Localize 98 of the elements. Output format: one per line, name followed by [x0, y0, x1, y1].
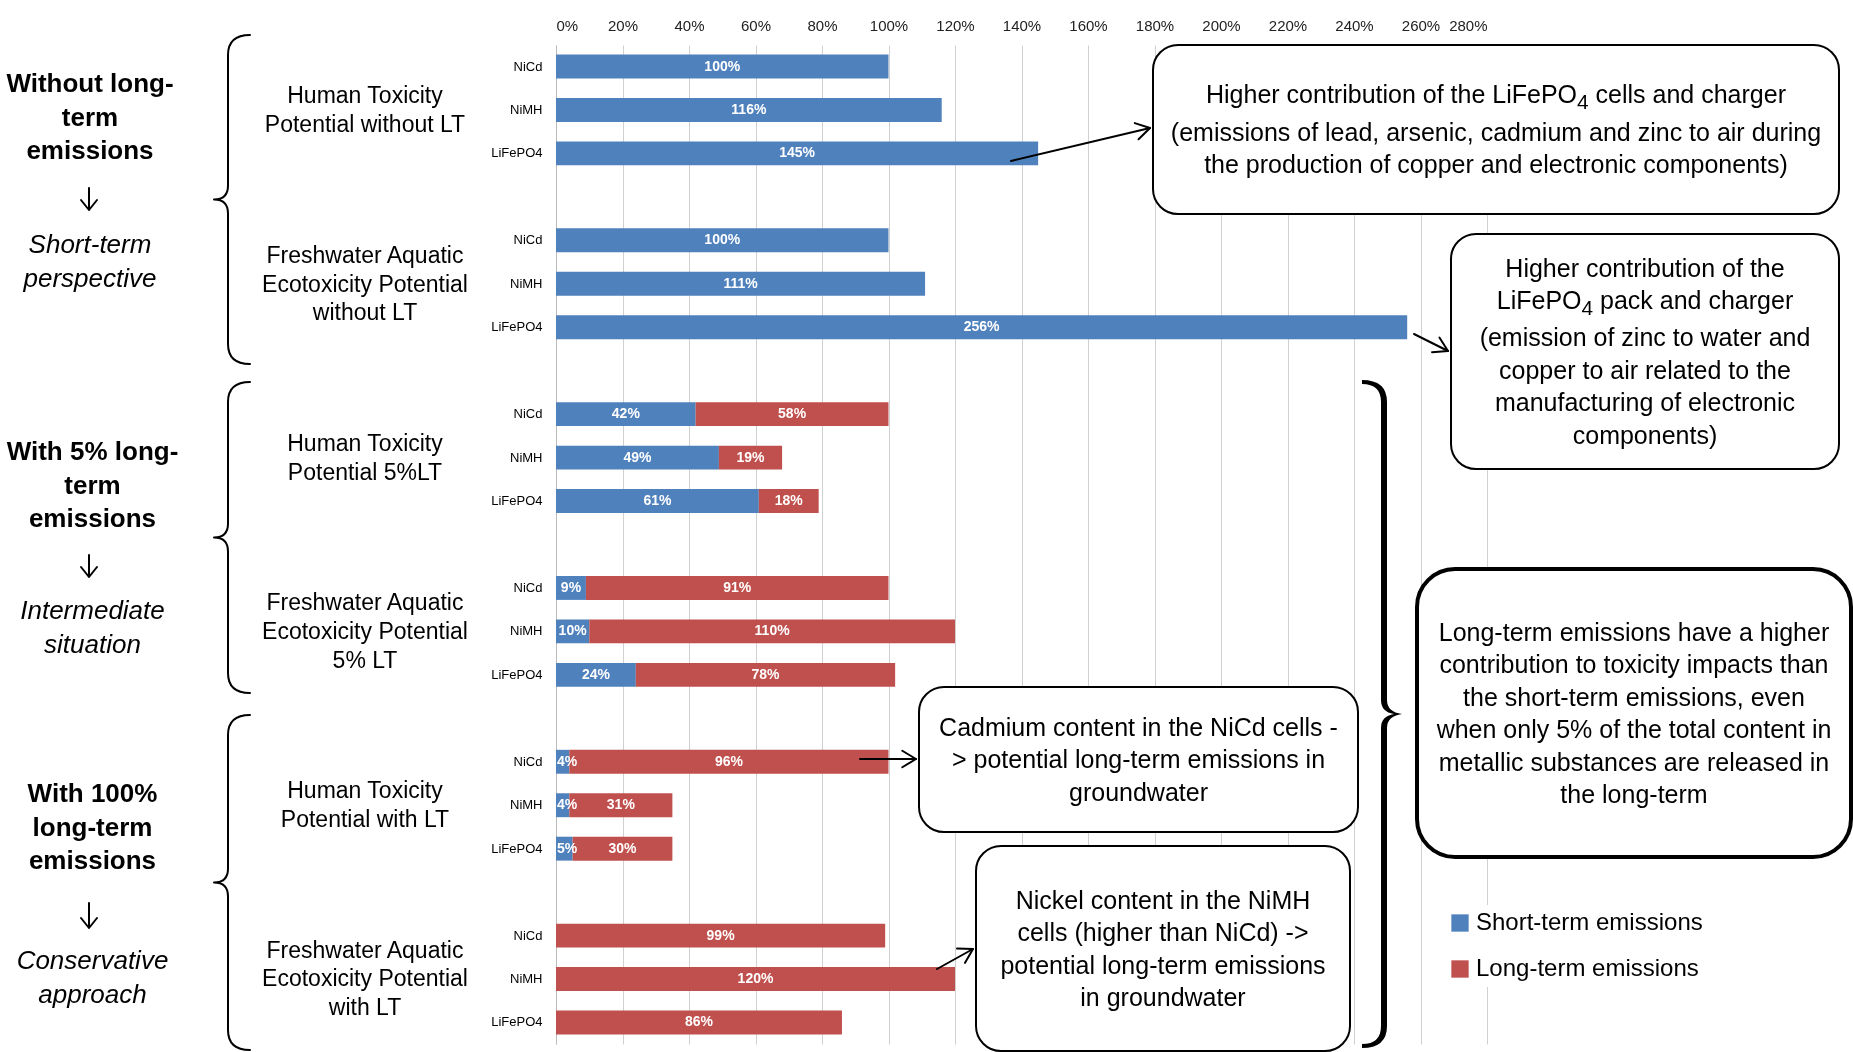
- y-tick-label: NiCd: [513, 58, 543, 74]
- data-label: 145%: [779, 144, 816, 161]
- text: With 100% long-term emissions: [26, 776, 159, 878]
- x-tick-label: 20%: [607, 16, 639, 34]
- annotation: Higher contribution of the LiFePO$_{4}$ pack and charger (emission of zinc to water and copper to air related to the manufacturing of electronic components): [1478, 252, 1812, 451]
- data-label: 99%: [706, 926, 736, 943]
- text: Human Toxicity Potential with LT: [279, 776, 451, 834]
- text: Conservative approach: [15, 944, 170, 1011]
- y-tick-label: NiCd: [513, 579, 543, 595]
- data-label: 24%: [581, 665, 611, 682]
- bar: [556, 1010, 842, 1035]
- y-tick-label: NiCd: [513, 232, 543, 248]
- data-label: 49%: [623, 448, 653, 465]
- annotation: Long-term emissions have a higher contribution to toxicity impacts than the short-term emissions, even when only 5% of the total content in metallic substances are released in the long-term: [1435, 616, 1833, 810]
- y-tick-label: LiFePO4: [491, 493, 543, 509]
- bar: [556, 967, 955, 991]
- text: Without long-term emissions: [5, 66, 175, 168]
- bar: [556, 315, 1408, 340]
- x-tick-label: 220%: [1268, 16, 1308, 34]
- y-tick-label: LiFePO4: [491, 840, 543, 856]
- y-tick-label: LiFePO4: [491, 145, 543, 161]
- y-tick-label: LiFePO4: [491, 666, 543, 682]
- x-tick-label: 240%: [1335, 16, 1374, 34]
- y-tick-label: NiMH: [510, 449, 543, 465]
- x-tick-label: 180%: [1135, 16, 1175, 34]
- x-tick-label: 40%: [674, 16, 705, 34]
- data-label: 100%: [704, 231, 741, 248]
- text: Freshwater Aquatic Ecotoxicity Potential 5% LT: [261, 588, 469, 675]
- y-tick-label: NiMH: [510, 275, 543, 291]
- bar: [556, 445, 719, 470]
- x-tick-label: 200%: [1202, 16, 1241, 34]
- text: With 5% long-term emissions: [5, 434, 180, 536]
- data-label: 18%: [774, 492, 804, 509]
- text: Short-term perspective: [22, 228, 158, 295]
- bar: [556, 923, 886, 948]
- x-tick-label: 100%: [869, 16, 909, 34]
- bar: [695, 402, 889, 427]
- legend-label: Long-term emissions: [1476, 954, 1699, 981]
- data-label: 116%: [731, 100, 767, 117]
- data-label: 120%: [737, 970, 774, 987]
- y-tick-label: NiMH: [510, 971, 543, 987]
- bar: [556, 54, 889, 79]
- y-tick-label: NiMH: [510, 797, 543, 813]
- y-tick-label: NiCd: [513, 753, 543, 769]
- data-label: 42%: [611, 405, 641, 422]
- data-label: 9%: [560, 578, 582, 595]
- callout-box: Higher contribution of the LiFePO$_{4}$ cells and charger (emissions of lead, arsenic, cadmium and zinc to air during the production of copper and electronic components): [1152, 44, 1840, 215]
- data-label: 61%: [643, 492, 672, 509]
- y-tick-label: NiMH: [510, 623, 543, 639]
- data-label: 111%: [723, 274, 759, 291]
- data-label: 78%: [751, 665, 781, 682]
- data-label: 30%: [608, 839, 638, 856]
- x-tick-label: 0%: [556, 16, 579, 34]
- annotation: Nickel content in the NiMH cells (higher than NiCd) -> potential long-term emissions in groundwater: [999, 884, 1327, 1013]
- text: Human Toxicity Potential 5%LT: [286, 428, 444, 487]
- x-tick-label: 160%: [1069, 16, 1108, 34]
- x-tick-label: 80%: [807, 16, 838, 34]
- x-tick-label: 260%: [1401, 16, 1441, 34]
- callout-box: Cadmium content in the NiCd cells -> potential long-term emissions in groundwater: [918, 686, 1359, 833]
- bar: [585, 576, 889, 600]
- x-tick-label: 120%: [936, 16, 975, 34]
- x-tick-label: 140%: [1002, 16, 1042, 34]
- callout-box: Higher contribution of the LiFePO$_{4}$ pack and charger (emission of zinc to water and copper to air related to the manufacturing of electronic components): [1450, 233, 1840, 470]
- text: Freshwater Aquatic Ecotoxicity Potential with LT: [261, 935, 469, 1022]
- data-label: 91%: [723, 578, 752, 595]
- data-label: 58%: [778, 405, 807, 422]
- y-tick-label: LiFePO4: [491, 319, 543, 335]
- data-label: 86%: [684, 1013, 714, 1030]
- bar: [556, 141, 1039, 166]
- bar: [556, 489, 759, 513]
- bar: [556, 662, 636, 687]
- legend-label: Short-term emissions: [1476, 908, 1703, 935]
- text: Freshwater Aquatic Ecotoxicity Potential without LT: [261, 240, 469, 327]
- data-label: 100%: [704, 57, 741, 74]
- bar: [556, 402, 696, 427]
- data-label: 256%: [963, 318, 1001, 335]
- data-label: 10%: [558, 622, 588, 639]
- y-tick-label: NiCd: [513, 406, 543, 422]
- data-label: 110%: [754, 622, 791, 639]
- bar: [589, 619, 955, 644]
- annotation: Cadmium content in the NiCd cells -> potential long-term emissions in groundwater: [938, 711, 1339, 808]
- data-label: 31%: [606, 796, 636, 813]
- bar: [556, 271, 926, 296]
- y-tick-label: NiCd: [513, 927, 543, 943]
- y-tick-label: LiFePO4: [491, 1014, 543, 1030]
- bar: [556, 98, 942, 122]
- x-tick-label: 60%: [740, 16, 772, 34]
- text: Intermediate situation: [19, 594, 166, 661]
- bar: [635, 662, 896, 687]
- x-tick-label: 280%: [1449, 16, 1488, 34]
- bar: [556, 228, 889, 253]
- callout-box: Long-term emissions have a higher contribution to toxicity impacts than the short-term emissions, even when only 5% of the total content in metallic substances are released in the long-term: [1415, 567, 1853, 859]
- y-tick-label: NiMH: [510, 101, 543, 117]
- annotation: Higher contribution of the LiFePO$_{4}$ cells and charger (emissions of lead, arsenic, cadmium and zinc to air during the production of copper and electronic components): [1169, 79, 1823, 181]
- text: Human Toxicity Potential without LT: [263, 81, 467, 139]
- data-label: 19%: [736, 448, 766, 465]
- callout-box: Nickel content in the NiMH cells (higher than NiCd) -> potential long-term emissions in groundwater: [975, 845, 1351, 1052]
- data-label: 96%: [714, 752, 744, 769]
